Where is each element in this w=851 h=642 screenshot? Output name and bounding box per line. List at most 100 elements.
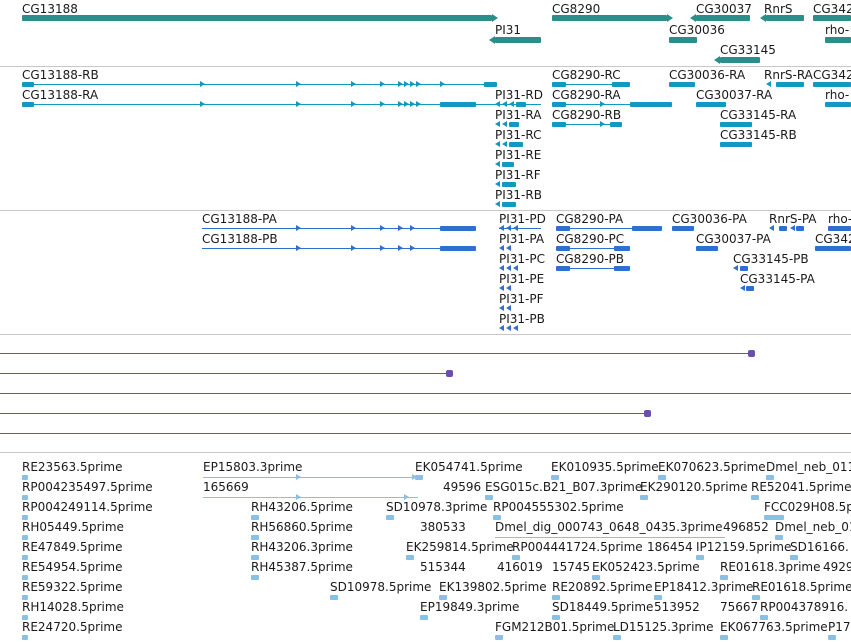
- gene-label[interactable]: CG8290: [552, 2, 601, 16]
- transcript-label[interactable]: PI31-RF: [495, 168, 541, 182]
- est-feature[interactable]: [251, 515, 259, 520]
- est-label[interactable]: RE59322.5prime: [22, 580, 123, 594]
- est-label[interactable]: 515344: [420, 560, 466, 574]
- est-label[interactable]: EK139802.5prime: [439, 580, 547, 594]
- protein-label[interactable]: PI31-PE: [499, 272, 545, 286]
- transcript-exon[interactable]: [484, 82, 497, 87]
- transcript-exon[interactable]: [720, 142, 752, 147]
- transcript-label[interactable]: CG8290-RA: [552, 88, 621, 102]
- transcript-exon[interactable]: [502, 202, 516, 207]
- est-label[interactable]: RE24720.5prime: [22, 620, 123, 634]
- est-label[interactable]: EP19849.3prime: [420, 600, 520, 614]
- est-label[interactable]: 75667: [720, 600, 759, 614]
- est-label[interactable]: Dmel_neb_011: [766, 460, 851, 474]
- transcript-label[interactable]: CG33145-RA: [720, 108, 797, 122]
- protein-exon[interactable]: [672, 226, 694, 231]
- transcript-exon[interactable]: [552, 102, 566, 107]
- est-label[interactable]: RP004441724.5prime: [512, 540, 643, 554]
- est-feature[interactable]: [22, 615, 28, 620]
- transcript-exon[interactable]: [509, 122, 519, 127]
- est-label[interactable]: 49596: [443, 480, 482, 494]
- est-label[interactable]: IP12159.5prime: [696, 540, 792, 554]
- protein-exon[interactable]: [556, 266, 570, 271]
- transcript-exon[interactable]: [552, 82, 566, 87]
- est-feature[interactable]: [760, 615, 768, 620]
- transcript-label[interactable]: PI31-RD: [495, 88, 543, 102]
- est-feature[interactable]: [22, 595, 28, 600]
- protein-exon[interactable]: [779, 226, 787, 231]
- est-label[interactable]: Dmel_neb_01: [775, 520, 851, 534]
- protein-label[interactable]: rho-: [828, 212, 851, 226]
- est-label[interactable]: 165669: [203, 480, 249, 494]
- est-feature[interactable]: [22, 515, 28, 520]
- est-label[interactable]: RH05449.5prime: [22, 520, 124, 534]
- est-label[interactable]: EK290120.5prime: [640, 480, 748, 494]
- transcript-exon[interactable]: [552, 122, 566, 127]
- est-feature[interactable]: [22, 495, 28, 500]
- protein-label[interactable]: RnrS-PA: [769, 212, 817, 226]
- transcript-exon[interactable]: [502, 162, 514, 167]
- transcript-label[interactable]: PI31-RA: [495, 108, 542, 122]
- est-label[interactable]: EK054741.5prime: [415, 460, 523, 474]
- est-feature[interactable]: [22, 475, 28, 480]
- est-label[interactable]: RH45387.5prime: [251, 560, 353, 574]
- transcript-label[interactable]: PI31-RB: [495, 188, 542, 202]
- protein-exon[interactable]: [614, 246, 630, 251]
- protein-exon[interactable]: [828, 226, 851, 231]
- est-label[interactable]: RH56860.5prime: [251, 520, 353, 534]
- transcript-exon[interactable]: [630, 102, 672, 107]
- est-label[interactable]: EK070623.5prime: [658, 460, 766, 474]
- est-feature[interactable]: [790, 555, 798, 560]
- alignment-line[interactable]: [0, 373, 450, 374]
- transcript-exon[interactable]: [509, 142, 523, 147]
- est-feature[interactable]: [22, 575, 28, 580]
- est-label[interactable]: RP004378916.: [760, 600, 849, 614]
- gene-label[interactable]: RnrS: [764, 2, 793, 16]
- transcript-label[interactable]: CG33145-RB: [720, 128, 797, 142]
- est-label[interactable]: EK259814.5prime: [406, 540, 514, 554]
- transcript-exon[interactable]: [669, 82, 695, 87]
- transcript-label[interactable]: CG342: [813, 68, 851, 82]
- est-label[interactable]: RE01618.3prime: [720, 560, 821, 574]
- transcript-label[interactable]: RnrS-RA: [764, 68, 813, 82]
- est-feature[interactable]: [386, 515, 394, 520]
- transcript-exon[interactable]: [612, 82, 630, 87]
- transcript-exon[interactable]: [610, 122, 622, 127]
- est-label[interactable]: RE52041.5prime: [751, 480, 851, 494]
- est-feature[interactable]: [613, 635, 621, 640]
- est-label[interactable]: EK010935.5prime: [551, 460, 659, 474]
- est-label[interactable]: RH43206.3prime: [251, 540, 353, 554]
- protein-exon[interactable]: [740, 266, 748, 271]
- est-feature[interactable]: [828, 635, 836, 640]
- transcript-exon[interactable]: [440, 102, 476, 107]
- est-label[interactable]: SD18449.5prime: [552, 600, 654, 614]
- est-label[interactable]: RH14028.5prime: [22, 600, 124, 614]
- est-label[interactable]: 15745: [552, 560, 591, 574]
- est-label[interactable]: RE54954.5prime: [22, 560, 123, 574]
- est-feature[interactable]: [512, 555, 520, 560]
- est-label[interactable]: ESG015c.B21_B07.3prime: [485, 480, 643, 494]
- gene-label[interactable]: rho-: [825, 23, 850, 37]
- protein-label[interactable]: PI31-PF: [499, 292, 544, 306]
- est-label[interactable]: FCC029H08.5p: [764, 500, 851, 514]
- transcript-label[interactable]: CG30037-RA: [696, 88, 773, 102]
- est-feature[interactable]: [485, 495, 493, 500]
- gene-feature-cg8290[interactable]: [552, 15, 667, 21]
- est-label[interactable]: Dmel_dig_000743_0648_0435.3prime: [495, 520, 723, 534]
- protein-exon[interactable]: [440, 246, 476, 251]
- transcript-label[interactable]: CG13188-RA: [22, 88, 99, 102]
- est-feature[interactable]: [764, 515, 784, 520]
- est-label[interactable]: RP004249114.5prime: [22, 500, 153, 514]
- est-label[interactable]: FGM212B01.5prime: [495, 620, 615, 634]
- gene-label[interactable]: CG30037: [696, 2, 752, 16]
- gene-feature-rnrs[interactable]: [766, 15, 804, 21]
- gene-feature-cg13188[interactable]: [22, 15, 492, 21]
- est-feature[interactable]: [720, 575, 728, 580]
- protein-label[interactable]: CG30037-PA: [696, 232, 771, 246]
- transcript-exon[interactable]: [813, 82, 851, 87]
- est-feature[interactable]: [495, 635, 503, 640]
- est-feature[interactable]: [493, 515, 501, 520]
- alignment-line[interactable]: [0, 413, 648, 414]
- protein-label[interactable]: CG8290-PA: [556, 212, 624, 226]
- protein-label[interactable]: CG13188-PB: [202, 232, 278, 246]
